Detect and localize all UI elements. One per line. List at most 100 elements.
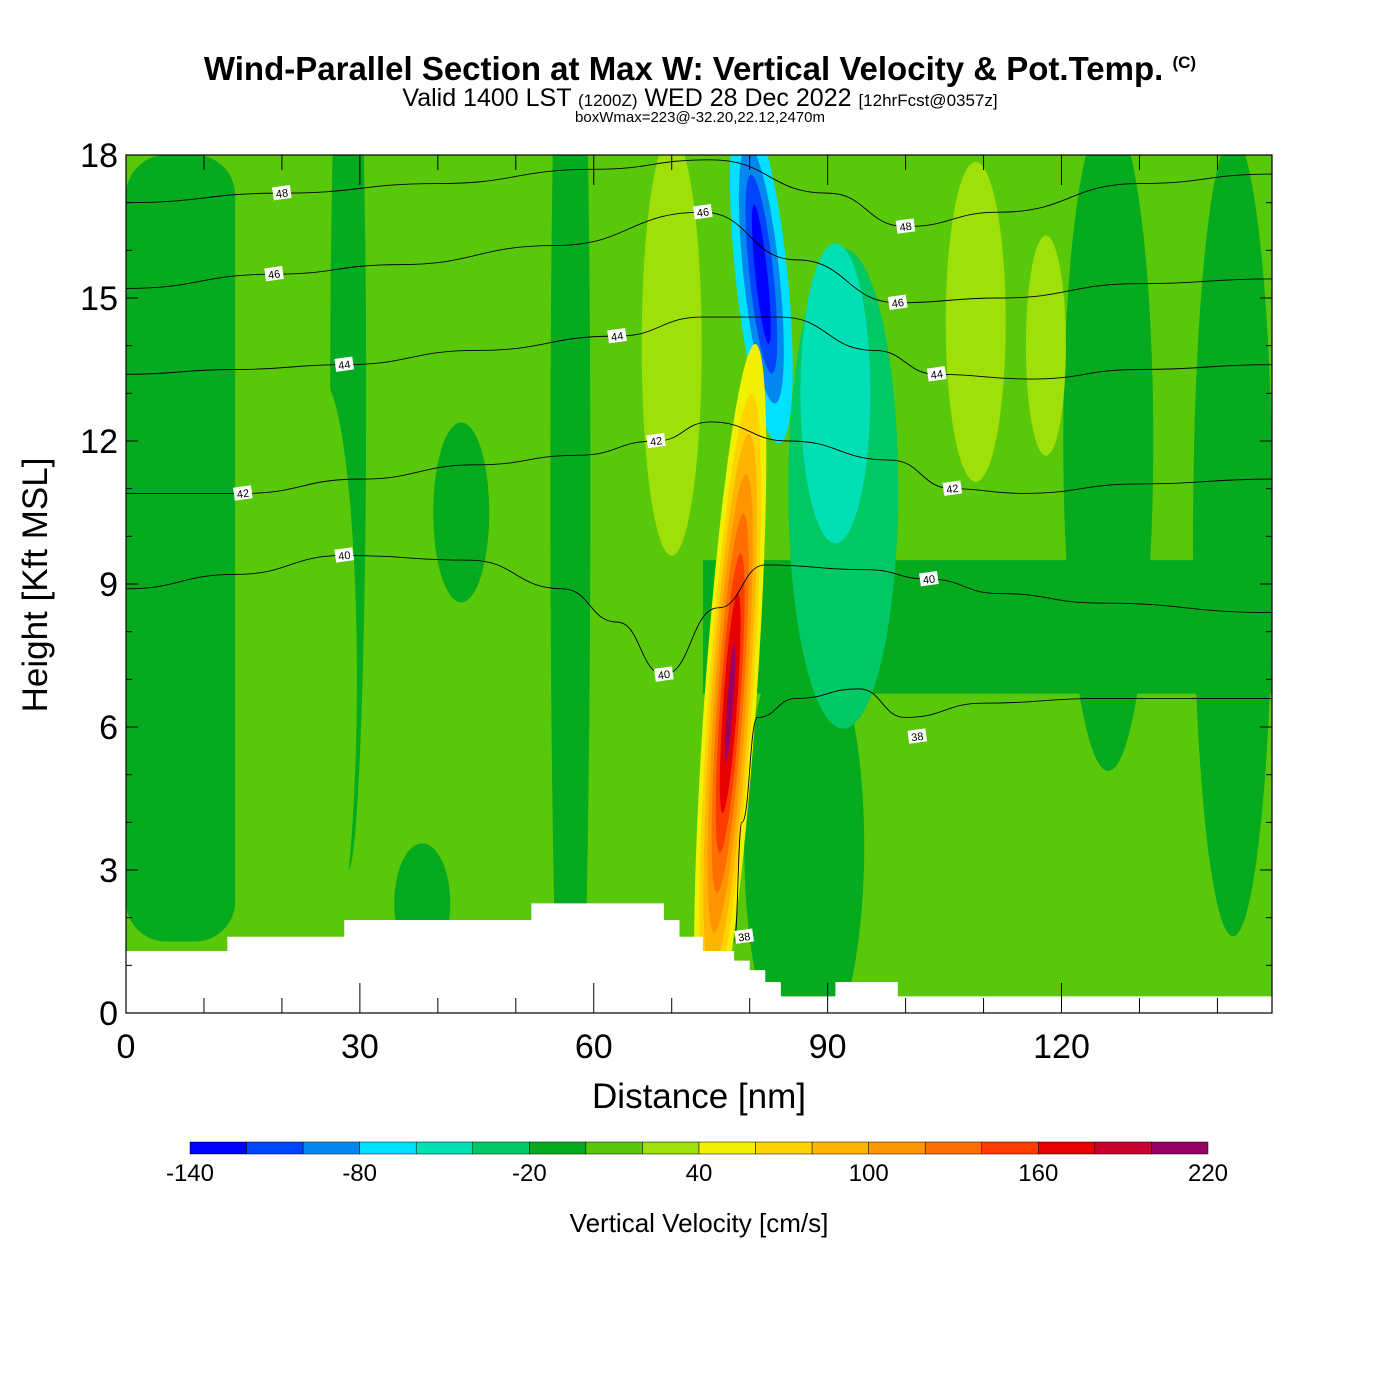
x-tick-label: 90 (809, 1028, 847, 1066)
chart-title-text: Wind-Parallel Section at Max W: Vertical… (203, 50, 1164, 87)
theta-label-box (646, 432, 666, 449)
rising-band (1025, 235, 1066, 456)
theta-label-box (264, 265, 284, 282)
colorbar-tick-label: 220 (1188, 1160, 1228, 1187)
theta-label-box (334, 547, 355, 563)
x-tick-label: 60 (575, 1028, 613, 1066)
theta-contour-line (126, 421, 1272, 494)
y-tick-label: 9 (99, 566, 118, 604)
colorbar-swatch (811, 1141, 869, 1155)
x-tick-label: 120 (1033, 1028, 1090, 1066)
rising-band (284, 379, 357, 980)
colorbar-tick-label: -140 (166, 1160, 214, 1187)
theta-contour-label: 38 (907, 728, 928, 745)
theta-label-text: 46 (891, 297, 905, 311)
theta-label-text: 46 (267, 268, 281, 282)
y-tick-label: 18 (80, 137, 118, 175)
theta-contour-label: 42 (233, 485, 253, 501)
theta-label-box (654, 666, 674, 682)
colorbar-swatch (1151, 1141, 1209, 1155)
colorbar-tick-label: -80 (342, 1160, 377, 1187)
chart-title: Wind-Parallel Section at Max W: Vertical… (0, 50, 1400, 88)
terrain-mask (126, 903, 1272, 1013)
y-tick-label: 12 (80, 423, 118, 461)
colorbar-swatch (981, 1141, 1039, 1155)
theta-contour-label: 46 (264, 265, 284, 282)
theta-label-text: 40 (657, 669, 671, 683)
theta-label-text: 48 (275, 187, 289, 201)
colorbar-swatch (415, 1141, 474, 1155)
theta-label-box (693, 204, 713, 220)
box-wmax-info: boxWmax=223@-32.20,22.12,2470m (575, 109, 825, 126)
y-tick-label: 0 (99, 995, 118, 1033)
theta-contour-label: 44 (334, 356, 355, 373)
theta-label-box (926, 366, 947, 382)
colorbar-swatch (189, 1141, 247, 1155)
theta-label-text: 40 (338, 550, 352, 564)
y-tick-label: 3 (99, 852, 118, 890)
colorbar: -140 -80 -20 40 100 160 220 (166, 1141, 1228, 1187)
theta-label-text: 44 (610, 330, 624, 344)
theta-contour-line (733, 688, 1272, 942)
colorbar-tick-label: 100 (849, 1160, 889, 1187)
theta-contour-label: 46 (693, 204, 713, 220)
sinking-band (702, 560, 1272, 694)
theta-label-text: 44 (338, 359, 352, 373)
theta-label-text: 46 (696, 206, 710, 220)
terrain (126, 903, 1272, 1013)
theta-contour-label: 44 (926, 366, 947, 382)
theta-label-box (895, 218, 916, 234)
valid-time-line: Valid 1400 LST (1200Z) WED 28 Dec 2022 [… (0, 84, 1400, 113)
theta-label-text: 42 (946, 483, 960, 497)
theta-contour-label: 42 (942, 480, 963, 497)
colorbar-swatch (585, 1141, 643, 1155)
y-tick-label: 15 (80, 280, 118, 318)
valid-prefix: Valid 1400 LST (402, 84, 572, 112)
colorbar-swatch (1038, 1141, 1096, 1155)
colorbar-swatch (529, 1141, 587, 1155)
theta-contour-label: 38 (734, 928, 754, 945)
colorbar-swatch (642, 1141, 700, 1155)
axes: 0 30 60 90 120 0 3 6 9 12 15 18 (80, 137, 1273, 1066)
theta-label-text: 44 (930, 368, 944, 382)
theta-label-text: 48 (899, 221, 913, 235)
colorbar-swatch (472, 1141, 530, 1155)
theta-label-text: 42 (236, 488, 250, 502)
theta-contour-line (126, 316, 1272, 380)
y-axis-title: Height [Kft MSL] (16, 458, 55, 713)
updraft-core (725, 643, 736, 764)
theta-label-box (233, 485, 253, 501)
x-axis-title: Distance [nm] (592, 1077, 806, 1116)
valid-utc: (1200Z) (577, 91, 638, 110)
colorbar-swatch (698, 1141, 756, 1155)
colorbar-title: Vertical Velocity [cm/s] (570, 1208, 829, 1238)
theta-contours: 38 38 40 40 40 42 42 42 44 44 44 46 46 46 48 48 (126, 159, 1272, 945)
theta-label-text: 38 (737, 931, 751, 945)
colorbar-swatch (924, 1141, 983, 1155)
downdraft-core (751, 204, 771, 344)
theta-label-box (272, 184, 292, 201)
theta-label-box (907, 728, 928, 744)
theta-contour-line (126, 211, 1272, 304)
theta-contour-label: 40 (334, 547, 355, 564)
colorbar-swatch (868, 1141, 926, 1155)
colorbar-swatch (755, 1141, 813, 1155)
sinking-band (126, 155, 236, 942)
rising-band (641, 155, 702, 556)
sinking-band (433, 422, 490, 603)
theta-contour-label: 40 (654, 666, 674, 682)
rising-band (945, 161, 1006, 482)
theta-label-text: 38 (911, 731, 925, 745)
sinking-band (1063, 155, 1154, 771)
theta-contour-label: 46 (887, 294, 908, 311)
theta-contour-label: 40 (919, 571, 939, 587)
theta-contour-label: 48 (895, 218, 916, 235)
theta-contour-label: 42 (646, 432, 666, 449)
theta-contour-label: 48 (272, 184, 292, 201)
forecast-info: [12hrFcst@0357z] (858, 91, 998, 110)
colorbar-swatch (359, 1141, 417, 1155)
colorbar-tick-label: 40 (686, 1160, 713, 1187)
theta-contour-label: 44 (607, 327, 627, 344)
colorbar-swatch (1094, 1141, 1152, 1155)
